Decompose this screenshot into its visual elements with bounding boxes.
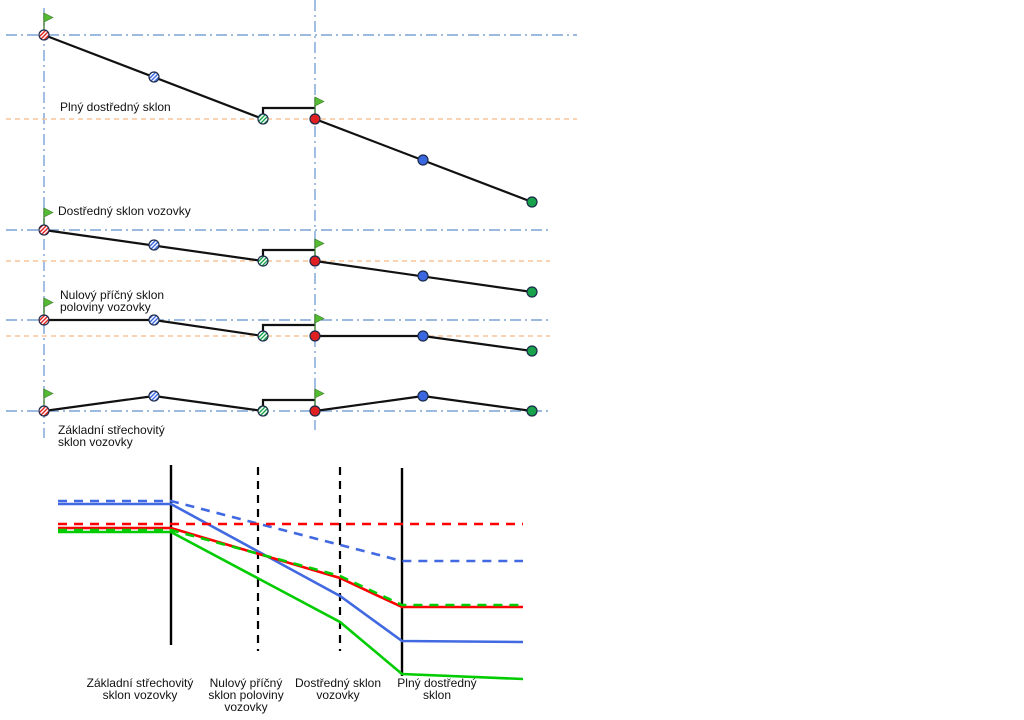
label-line: sklon — [422, 688, 452, 702]
label-line: vozovky — [316, 688, 360, 702]
green-point-marker — [526, 405, 538, 417]
label-line: Základní střechovitý — [58, 423, 165, 437]
hatched-green-point-marker — [257, 330, 269, 342]
green-point-marker — [526, 196, 538, 208]
blue-point-marker — [417, 330, 429, 342]
label-line: Nulový příčný — [209, 676, 283, 690]
flag-icon — [314, 96, 325, 107]
label-line: Plný dostředný sklon — [60, 100, 171, 114]
phase-label-basic-crown-slope: Základní střechovitý sklon vozovky — [87, 677, 194, 701]
road-surface-line — [43, 394, 315, 413]
hatched-blue-point-marker — [148, 239, 160, 251]
profile-line-green-solid — [58, 530, 524, 681]
road-surface-line — [43, 228, 315, 263]
hatched-blue-point-marker — [148, 314, 160, 326]
hatched-green-point-marker — [257, 255, 269, 267]
hatched-red-point-marker — [38, 224, 50, 236]
red-point-marker — [309, 255, 321, 267]
label-line: sklon vozovky — [102, 688, 178, 702]
label-line: Plný dostředný — [397, 676, 477, 690]
phase-label-full-superelevation: Plný dostředný sklon — [397, 677, 476, 701]
axes-layer — [43, 0, 316, 438]
section-label-full-superelevation: Plný dostředný sklon — [60, 101, 171, 113]
flag-icon — [314, 388, 325, 399]
hatched-red-point-marker — [38, 405, 50, 417]
phase-label-zero-cross-slope: Nulový příčný sklon poloviny vozovky — [208, 677, 283, 713]
label-line: poloviny vozovky — [60, 300, 151, 314]
phase-label-centripetal-slope: Dostředný sklon vozovky — [295, 677, 381, 701]
road-surface-line — [44, 318, 315, 338]
profile-line-blue-solid — [58, 502, 524, 644]
profile-chart-layer — [58, 465, 524, 681]
section-label-basic-crown-slope: Základní střechovitý sklon vozovky — [58, 424, 165, 448]
profile-line-green-dashed — [58, 528, 523, 607]
profile-line-blue-dashed — [58, 499, 523, 563]
blue-point-marker — [417, 154, 429, 166]
red-point-marker — [309, 330, 321, 342]
label-line: Nulový příčný sklon — [60, 288, 165, 302]
flag-icon — [314, 238, 325, 249]
cross-sections-layer — [6, 12, 577, 417]
label-line: vozovky — [224, 700, 268, 714]
flag-icon — [43, 207, 54, 218]
blue-point-marker — [417, 270, 429, 282]
section-label-centripetal-slope: Dostředný sklon vozovky — [58, 205, 191, 217]
blue-point-marker — [417, 390, 429, 402]
flag-icon — [43, 297, 54, 308]
label-line: Základní střechovitý — [86, 676, 194, 690]
hatched-blue-point-marker — [148, 390, 160, 402]
label-line: sklon vozovky — [58, 435, 133, 449]
flag-icon — [43, 12, 54, 23]
label-line: Dostředný sklon — [294, 676, 382, 690]
green-point-marker — [526, 345, 538, 357]
profile-line-red-solid — [58, 526, 523, 609]
section-label-zero-cross-slope: Nulový příčný sklon poloviny vozovky — [60, 289, 164, 313]
flag-icon — [43, 388, 54, 399]
hatched-blue-point-marker — [148, 71, 160, 83]
label-line: Dostředný sklon vozovky — [58, 204, 191, 218]
flag-icon — [314, 313, 325, 324]
red-point-marker — [309, 405, 321, 417]
hatched-red-point-marker — [38, 314, 50, 326]
hatched-green-point-marker — [257, 405, 269, 417]
hatched-green-point-marker — [257, 113, 269, 125]
green-point-marker — [526, 286, 538, 298]
hatched-red-point-marker — [38, 29, 50, 41]
label-line: sklon poloviny — [208, 688, 284, 702]
red-point-marker — [309, 113, 321, 125]
